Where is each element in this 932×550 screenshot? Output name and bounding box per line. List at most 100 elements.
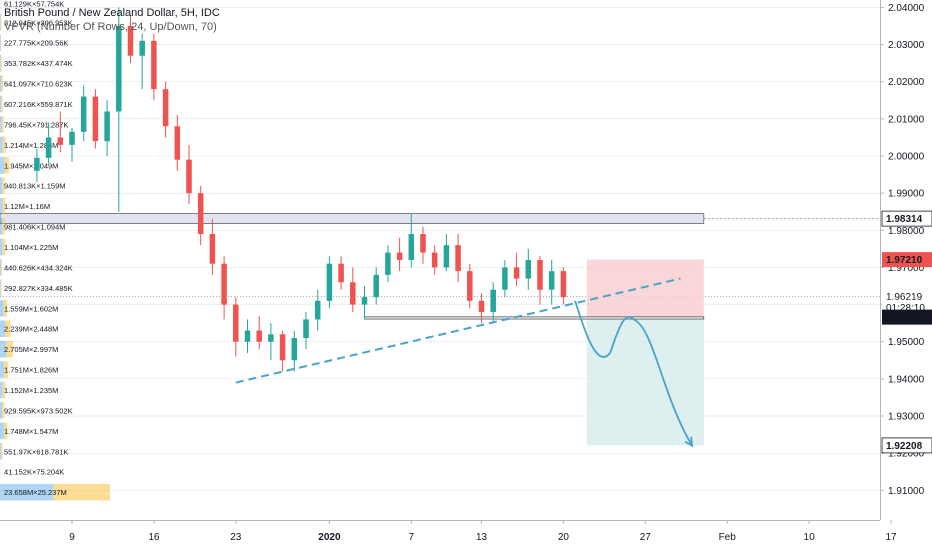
- volume-label: 1.12M×1.16M: [4, 202, 50, 211]
- volume-bar-up: [0, 381, 3, 399]
- price-axis-bg: [880, 0, 932, 550]
- candle-body: [197, 193, 204, 234]
- volume-bar-down: [6, 340, 13, 358]
- forecast-path: [574, 300, 693, 447]
- volume-label: 23.658M×25.237M: [4, 488, 67, 497]
- take-profit-zone: [586, 317, 704, 446]
- trade-setup: [0, 213, 880, 446]
- price-tag: 1.95662: [882, 309, 932, 325]
- stop-loss-zone: [586, 259, 704, 318]
- volume-bar-down: [1, 116, 4, 133]
- volume-bar-up: [0, 259, 1, 276]
- candle-body: [69, 131, 75, 145]
- volume-bar-down: [3, 300, 8, 317]
- volume-bar-up: [0, 177, 3, 194]
- volume-bar-up: [0, 422, 4, 440]
- volume-bar-up: [0, 443, 2, 460]
- candle-body: [420, 234, 426, 253]
- volume-bar-down: [2, 197, 6, 215]
- forecast-arrowhead: [684, 436, 694, 448]
- resistance-zone: [0, 213, 705, 224]
- drawings: [235, 277, 694, 448]
- volume-label: 796.45K×791.287K: [4, 120, 68, 129]
- candle-body: [92, 96, 99, 142]
- candle-body: [268, 334, 274, 342]
- volume-bar-up: [0, 95, 2, 113]
- price-tag: 1.97210: [882, 252, 932, 268]
- candle-body: [467, 271, 473, 301]
- time-tick-label: 16: [148, 532, 160, 543]
- volume-bar-down: [3, 361, 9, 378]
- candle-body: [186, 159, 192, 194]
- candle-body: [396, 252, 403, 260]
- volume-label: 551.97K×618.781K: [4, 447, 68, 456]
- price-tag: 1.92208: [881, 437, 932, 454]
- price-tag-box: [881, 437, 932, 454]
- candle-body: [525, 260, 532, 279]
- time-tick-label: 10: [804, 532, 816, 543]
- volume-label: 929.595K×973.502K: [4, 406, 73, 415]
- volume-bar-up: [0, 238, 3, 256]
- candle-body: [350, 282, 356, 305]
- time-tick-label: 27: [640, 532, 652, 543]
- volume-label: 641.097K×710.623K: [4, 80, 73, 89]
- volume-label: 1.214M×1.286M: [4, 141, 58, 150]
- candle-body: [385, 252, 391, 275]
- candle-body: [233, 304, 239, 342]
- volume-bar-down: [2, 381, 6, 399]
- candle-body: [256, 330, 262, 342]
- volume-bar-up: [0, 157, 5, 174]
- time-tick-label: 7: [409, 532, 415, 543]
- volume-label: 227.775K×209.56K: [4, 39, 68, 48]
- volume-label: 1.559M×1.602M: [4, 304, 58, 313]
- candle-body: [513, 267, 520, 279]
- candle-body: [291, 338, 298, 361]
- volume-label: 981.406K×1.094M: [4, 223, 66, 232]
- price-tag-box: [882, 309, 932, 325]
- volume-bar-up: [0, 218, 3, 235]
- candle-body: [303, 319, 309, 338]
- candle-body: [455, 245, 461, 272]
- candle-body: [502, 267, 508, 290]
- price-tick-label: 2.03000: [888, 40, 925, 51]
- volume-bar-up: [0, 320, 6, 337]
- volume-bar-up: [0, 340, 7, 358]
- volume-label: 2.705M×2.997M: [4, 345, 58, 354]
- candle-body: [57, 137, 64, 145]
- time-axis[interactable]: 9 16 23 2020 7 13 20 27 Feb 10 17: [0, 520, 897, 543]
- candle-body: [279, 334, 286, 361]
- volume-bar-up: [0, 34, 1, 51]
- volume-bar-down: [2, 218, 5, 235]
- candle-body: [326, 263, 333, 301]
- price-tag-box: [881, 210, 932, 227]
- time-tick-label: 13: [476, 532, 488, 543]
- volume-label: 61.129K×57.754K: [4, 0, 64, 9]
- price-tick-label: 2.04000: [888, 3, 925, 14]
- volume-label: 312.945K×306.953K: [4, 18, 73, 27]
- candle-body: [116, 26, 122, 112]
- candle-body: [373, 274, 379, 298]
- price-tick-label: 1.92000: [888, 449, 925, 460]
- volume-label: 1.748M×1.547M: [4, 427, 58, 436]
- price-tick-label: 2.02000: [888, 77, 925, 88]
- volume-bar-up: [0, 136, 3, 154]
- volume-bar-down: [2, 238, 6, 256]
- volume-label: 41.152K×75.204K: [4, 468, 64, 477]
- volume-label: 940.813K×1.159M: [4, 182, 66, 191]
- candle-body: [104, 111, 110, 142]
- volume-label: 1.104M×1.225M: [4, 243, 58, 252]
- candle-body: [162, 89, 169, 127]
- candle-body: [45, 137, 52, 158]
- price-axis[interactable]: 2.04000 2.03000 2.02000 2.01000 2.00000 1.990…: [880, 0, 932, 550]
- price-tick-label: 1.93000: [888, 412, 925, 423]
- time-tick-label: 9: [69, 532, 75, 543]
- volume-bar-up: [0, 402, 3, 419]
- volume-bar-down: [2, 177, 5, 194]
- candle-body: [478, 300, 485, 312]
- volume-profile: 61.129K×57.754K 312.945K×306.953K 227.775K…: [0, 0, 110, 501]
- volume-bar-up: [0, 483, 54, 501]
- time-tick-label: 23: [230, 532, 242, 543]
- grid-lines: [0, 7, 880, 491]
- volume-bar-down: [0, 54, 2, 72]
